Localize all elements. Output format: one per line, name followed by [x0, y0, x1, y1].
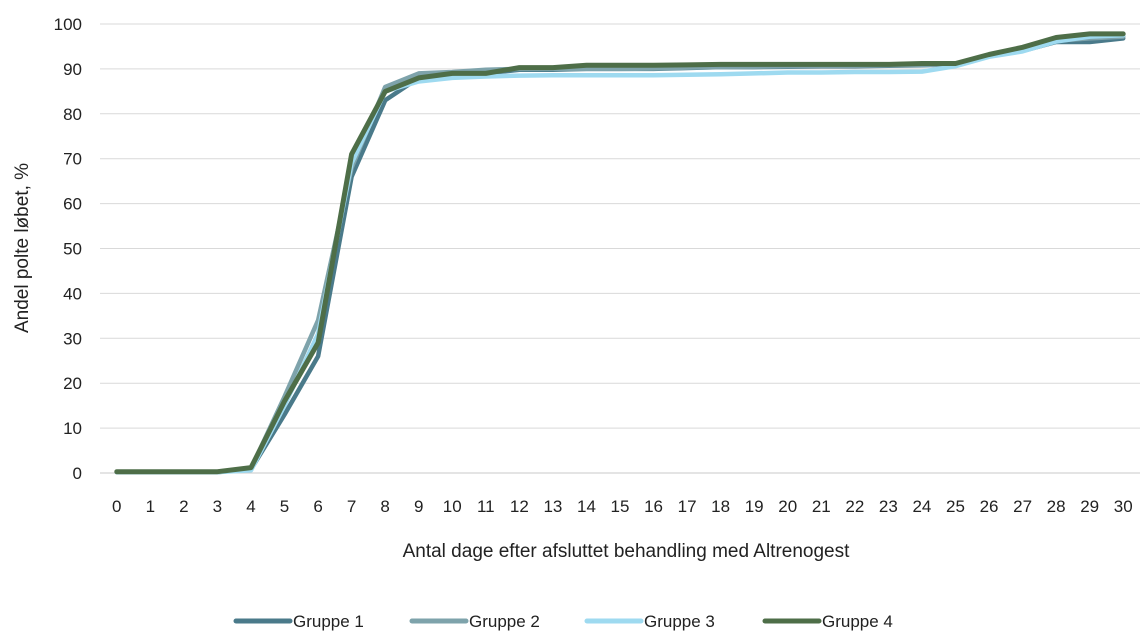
series-lines [117, 34, 1123, 472]
series-line-4 [117, 34, 1123, 472]
x-tick-label: 2 [179, 497, 188, 516]
y-tick-label: 80 [63, 105, 82, 124]
x-tick-label: 7 [347, 497, 356, 516]
series-line-3 [117, 35, 1123, 472]
x-tick-label: 3 [213, 497, 222, 516]
x-tick-label: 1 [146, 497, 155, 516]
legend-label: Gruppe 4 [822, 612, 893, 631]
y-tick-label: 10 [63, 419, 82, 438]
x-tick-label: 5 [280, 497, 289, 516]
x-tick-label: 26 [980, 497, 999, 516]
legend: Gruppe 1 Gruppe 2 Gruppe 3 Gruppe 4 [236, 612, 893, 631]
x-tick-label: 8 [380, 497, 389, 516]
x-tick-label: 28 [1047, 497, 1066, 516]
x-tick-label: 29 [1080, 497, 1099, 516]
legend-label: Gruppe 2 [469, 612, 540, 631]
series-line-2 [117, 37, 1123, 473]
y-tick-label: 100 [54, 15, 82, 34]
x-tick-label: 20 [778, 497, 797, 516]
x-axis-ticks: 0 1 2 3 4 5 6 7 8 9 10 11 12 13 14 15 16 17 18 19 20 21 22 23 24… [112, 497, 1133, 516]
y-tick-label: 70 [63, 150, 82, 169]
x-tick-label: 15 [611, 497, 630, 516]
x-tick-label: 0 [112, 497, 121, 516]
x-tick-label: 10 [443, 497, 462, 516]
x-tick-label: 22 [845, 497, 864, 516]
gridlines [100, 24, 1140, 473]
y-tick-label: 40 [63, 284, 82, 303]
series-line-1 [117, 38, 1123, 472]
x-tick-label: 9 [414, 497, 423, 516]
x-tick-label: 24 [912, 497, 931, 516]
y-tick-label: 0 [73, 464, 82, 483]
y-tick-label: 90 [63, 60, 82, 79]
x-tick-label: 13 [543, 497, 562, 516]
x-tick-label: 19 [745, 497, 764, 516]
y-axis-ticks: 0 10 20 30 40 50 60 70 80 90 100 [54, 15, 82, 483]
legend-label: Gruppe 3 [644, 612, 715, 631]
x-tick-label: 12 [510, 497, 529, 516]
y-tick-label: 20 [63, 374, 82, 393]
y-axis-title: Andel polte løbet, % [12, 163, 33, 333]
x-tick-label: 6 [313, 497, 322, 516]
x-tick-label: 4 [246, 497, 255, 516]
x-tick-label: 18 [711, 497, 730, 516]
y-tick-label: 30 [63, 329, 82, 348]
x-tick-label: 25 [946, 497, 965, 516]
x-tick-label: 14 [577, 497, 596, 516]
y-tick-label: 60 [63, 195, 82, 214]
x-tick-label: 21 [812, 497, 831, 516]
x-tick-label: 27 [1013, 497, 1032, 516]
y-tick-label: 50 [63, 240, 82, 259]
x-tick-label: 16 [644, 497, 663, 516]
x-axis-title: Antal dage efter afsluttet behandling me… [403, 541, 851, 562]
legend-label: Gruppe 1 [293, 612, 364, 631]
x-tick-label: 11 [477, 497, 495, 516]
x-tick-label: 23 [879, 497, 898, 516]
x-tick-label: 17 [678, 497, 697, 516]
x-tick-label: 30 [1114, 497, 1133, 516]
